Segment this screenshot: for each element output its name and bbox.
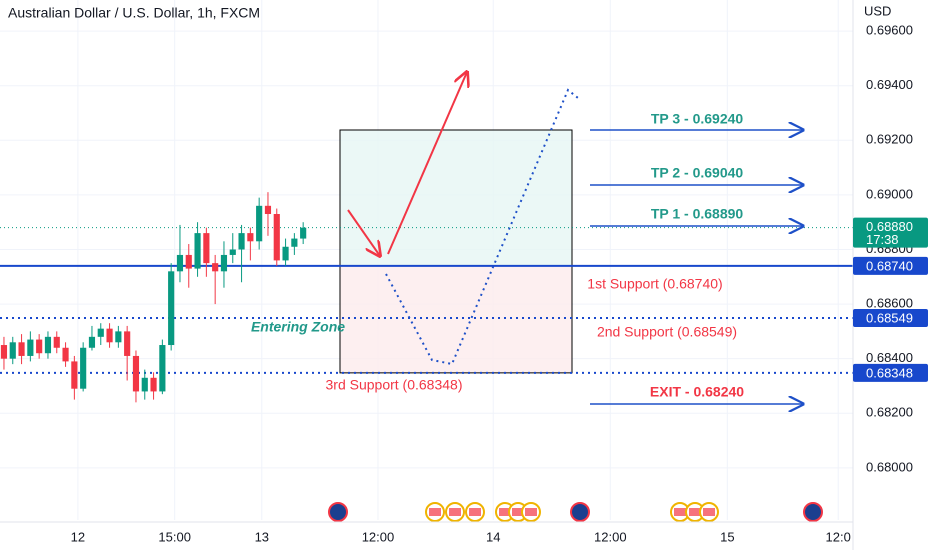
candle-body [141, 377, 148, 392]
candle-body [62, 347, 69, 362]
support-label: 3rd Support (0.68348) [326, 377, 463, 393]
candle-body [124, 331, 131, 356]
y-tick-label: 0.68400 [866, 350, 913, 365]
candle-body [44, 336, 52, 354]
candle-body [80, 347, 87, 389]
candle-body [220, 254, 228, 272]
event-flag [570, 502, 590, 522]
axes: 0.696000.694000.692000.690000.688000.686… [71, 23, 928, 544]
level-tag-label: 0.68348 [866, 365, 913, 380]
x-tick-label: 12 [71, 529, 85, 544]
x-tick-label: 12:00 [594, 529, 627, 544]
candle-body [0, 345, 8, 359]
y-tick-label: 0.68600 [866, 296, 913, 311]
last-price-tag [853, 217, 928, 248]
candle-body [150, 377, 157, 392]
candle-body [229, 249, 236, 255]
red-arrow-up [387, 72, 467, 255]
candle-body [176, 254, 184, 272]
x-tick-label: 15 [720, 529, 734, 544]
level-tag [853, 309, 928, 328]
x-tick-label: 12:00 [362, 529, 395, 544]
level-tag-label: 0.68549 [866, 310, 913, 325]
y-tick-label: 0.69200 [866, 132, 913, 147]
candle-body [300, 227, 307, 239]
candle-body [273, 214, 280, 261]
candle-body [18, 342, 25, 356]
event-flag [803, 502, 823, 522]
candles [0, 192, 307, 403]
level-tag-label: 0.68740 [866, 258, 913, 273]
target-label: TP 1 - 0.68890 [651, 206, 744, 222]
candle-body [291, 238, 298, 247]
zone-label: Entering Zone [251, 319, 345, 335]
countdown-label: 17:38 [866, 232, 899, 247]
y-tick-label: 0.69000 [866, 186, 913, 201]
x-tick-label: 14 [486, 529, 500, 544]
level-tag [853, 256, 928, 275]
chart-title: Australian Dollar / U.S. Dollar, 1h, FXC… [8, 5, 260, 21]
candle-body [256, 205, 263, 242]
target-label: TP 3 - 0.69240 [651, 111, 744, 127]
flag-stripes [525, 508, 537, 516]
candle-body [282, 246, 289, 261]
candle-body [106, 328, 113, 343]
y-tick-label: 0.69400 [866, 77, 913, 92]
y-tick-label: 0.69600 [866, 23, 913, 38]
candle-body [168, 271, 175, 346]
red-arrow-down [347, 209, 380, 256]
candle-body [203, 233, 210, 264]
y-tick-label: 0.68200 [866, 405, 913, 420]
candle-body [238, 233, 245, 250]
event-flags [328, 502, 823, 522]
last-price-label: 0.68880 [866, 219, 913, 234]
candle-body [88, 336, 96, 348]
currency-label: USD [864, 3, 891, 18]
candle-body [115, 331, 122, 343]
flag-stripes [469, 508, 481, 516]
candle-body [9, 342, 16, 359]
level-tag [853, 363, 928, 382]
candle-body [97, 328, 104, 337]
x-tick-label: 15:00 [158, 529, 191, 544]
flag-stripes [512, 508, 524, 516]
flag-stripes [429, 508, 441, 516]
candle-body [247, 233, 254, 242]
exit-label: EXIT - 0.68240 [650, 384, 744, 400]
target-zone [339, 129, 573, 267]
levels [0, 227, 853, 374]
candle-body [132, 355, 140, 392]
candle-body [159, 345, 166, 392]
target-label: TP 2 - 0.69040 [651, 165, 744, 181]
flag-stripes [499, 508, 511, 516]
candle-body [212, 263, 219, 272]
candle-body [71, 361, 78, 389]
flag-stripes [703, 508, 715, 516]
event-flag [328, 502, 348, 522]
candle-body [185, 254, 192, 269]
flag-stripes [449, 508, 461, 516]
candle-body [36, 339, 43, 354]
candle-body [264, 205, 272, 215]
support-label: 1st Support (0.68740) [587, 276, 722, 292]
candle-body [194, 233, 201, 269]
x-tick-label: 13 [255, 529, 269, 544]
candle-body [53, 336, 60, 348]
candle-body [27, 339, 34, 356]
x-tick-label: 12:0 [826, 529, 851, 544]
flag-stripes [674, 508, 686, 516]
support-label: 2nd Support (0.68549) [597, 324, 737, 340]
y-tick-label: 0.68000 [866, 459, 913, 474]
flag-stripes [689, 508, 701, 516]
